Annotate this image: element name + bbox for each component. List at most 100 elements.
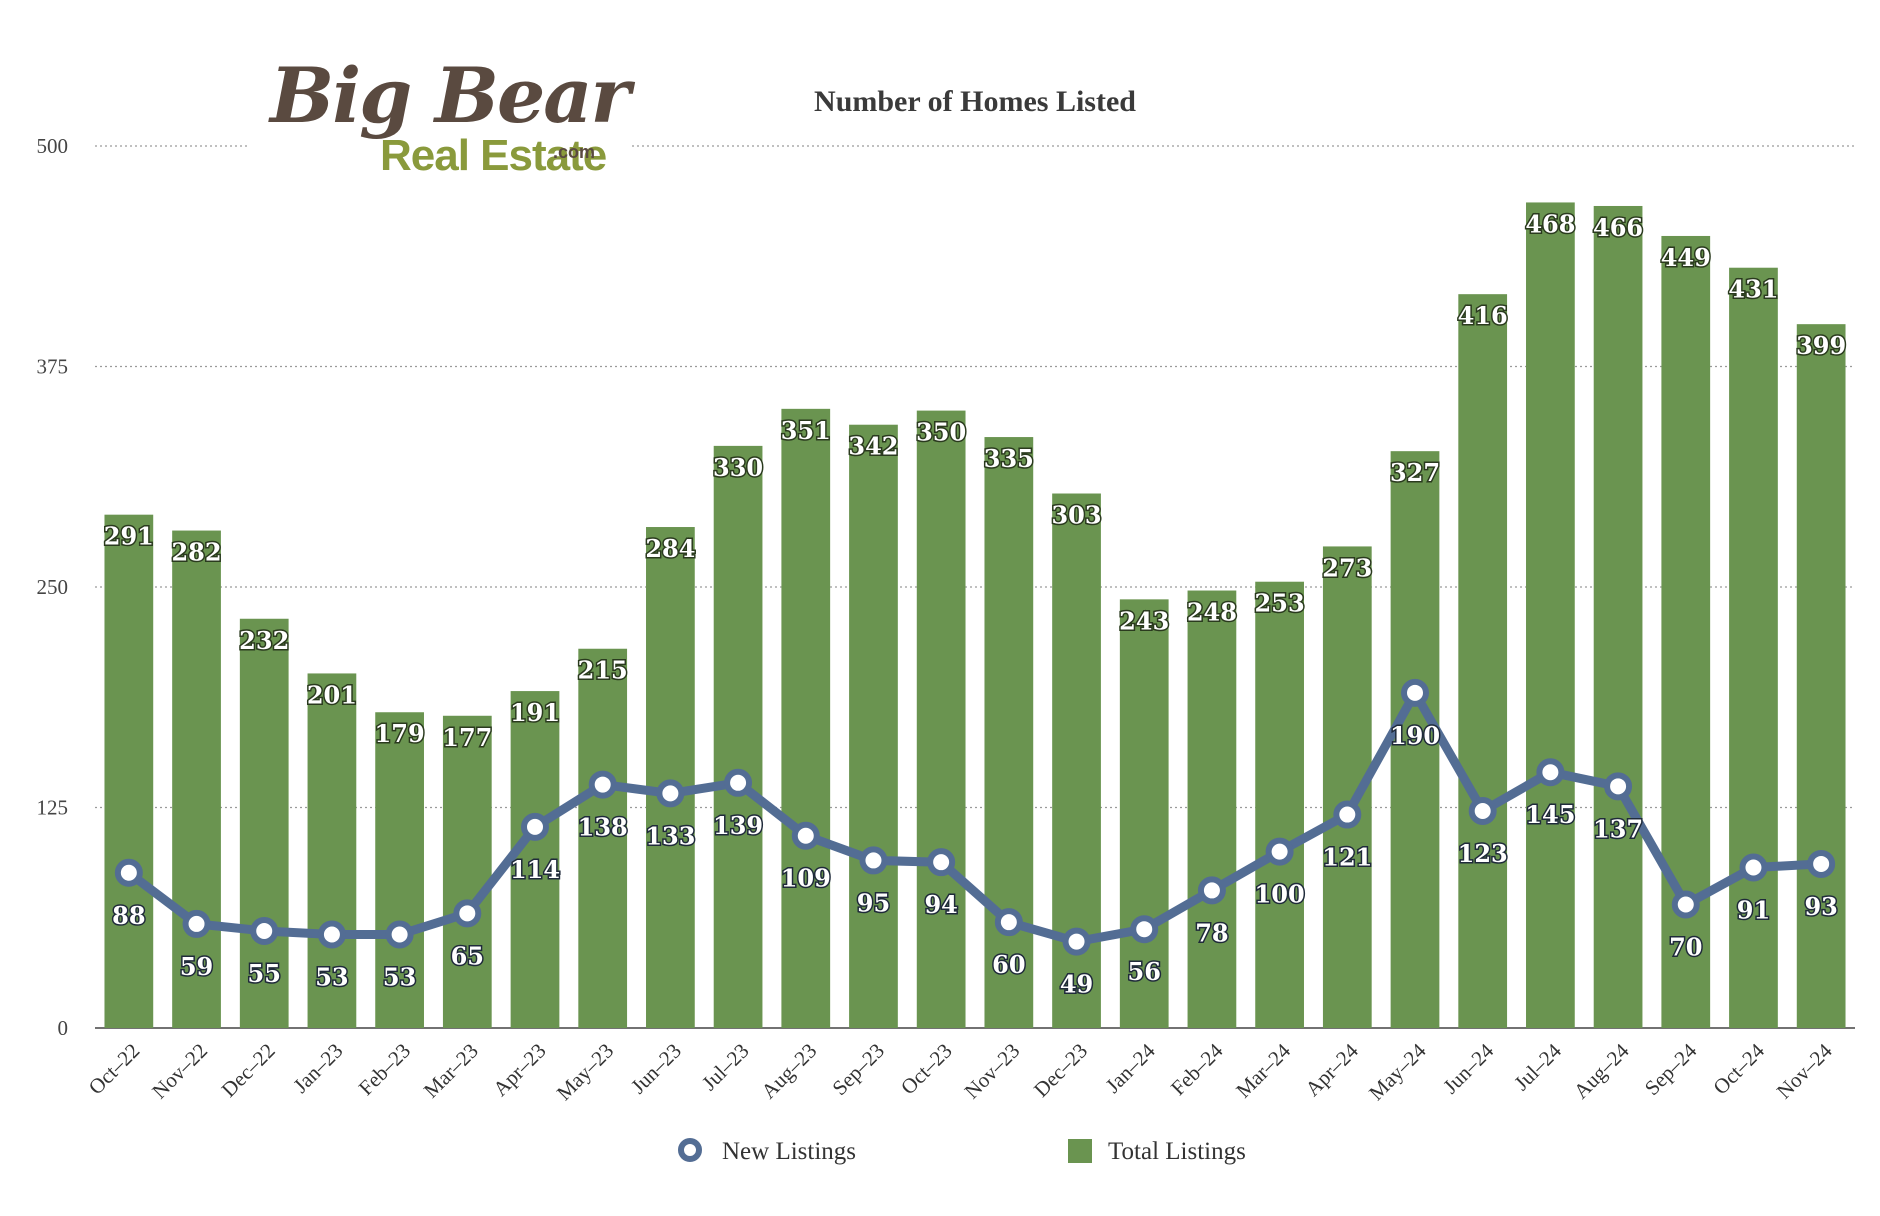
x-tick-label: Aug–23 xyxy=(756,1039,821,1104)
legend-total-listings-label: Total Listings xyxy=(1108,1138,1246,1165)
x-tick-label: Aug–24 xyxy=(1569,1038,1634,1103)
point-new-listings xyxy=(1468,797,1497,826)
bar-total-listings xyxy=(1796,324,1846,1028)
bar-value-label: 330 xyxy=(713,453,763,482)
point-value-label: 88 xyxy=(112,901,145,930)
x-tick-label: Nov–23 xyxy=(960,1039,1025,1104)
x-tick-label: Oct–23 xyxy=(896,1039,957,1100)
bar-total-listings xyxy=(713,445,763,1028)
bar-value-label: 253 xyxy=(1255,589,1305,618)
x-tick-label: Dec–22 xyxy=(217,1039,280,1102)
x-axis: Oct–22 Nov–22 Dec–22 Jan–23 Feb–23 Mar–23 Apr–… xyxy=(84,1038,1837,1105)
x-tick-label: Jun–24 xyxy=(1438,1038,1498,1098)
point-new-listings xyxy=(1671,890,1700,919)
bar-total-listings xyxy=(375,712,424,1028)
bar-total-listings xyxy=(1187,590,1237,1028)
company-logo: Big Bear Real Estate .com xyxy=(268,51,638,180)
point-new-listings xyxy=(453,899,482,928)
legend-new-listings-marker xyxy=(678,1138,702,1162)
point-value-label: 121 xyxy=(1322,843,1372,872)
x-tick-label: Jul–24 xyxy=(1509,1038,1566,1095)
bar-value-label: 248 xyxy=(1187,598,1237,627)
x-tick-label: Apr–24 xyxy=(1300,1038,1363,1101)
point-new-listings xyxy=(588,770,617,799)
bar-value-label: 291 xyxy=(104,522,154,551)
point-new-listings xyxy=(1130,915,1159,944)
logo-suffix: .com xyxy=(553,142,595,162)
bar-total-listings xyxy=(1526,202,1575,1028)
point-new-listings xyxy=(1536,758,1565,787)
point-value-label: 95 xyxy=(857,888,890,917)
bar-total-listings xyxy=(307,673,357,1028)
bar-total-listings xyxy=(578,648,628,1028)
chart-title: Number of Homes Listed xyxy=(814,85,1136,118)
point-new-listings xyxy=(859,846,888,875)
point-value-label: 93 xyxy=(1804,892,1837,921)
point-new-listings xyxy=(385,920,414,949)
bar-total-listings xyxy=(916,410,966,1029)
bar-value-label: 431 xyxy=(1728,275,1778,304)
bars xyxy=(104,202,1846,1029)
point-value-label: 49 xyxy=(1060,970,1093,999)
point-value-label: 145 xyxy=(1525,800,1575,829)
point-new-listings xyxy=(1604,772,1633,801)
point-value-label: 190 xyxy=(1390,721,1440,750)
x-tick-label: May–23 xyxy=(552,1039,618,1105)
bar-value-label: 350 xyxy=(916,418,966,447)
y-tick-label: 375 xyxy=(37,355,69,379)
point-value-label: 137 xyxy=(1593,814,1643,843)
bar-total-listings xyxy=(1458,294,1508,1028)
point-new-listings xyxy=(1265,837,1294,866)
bar-total-listings xyxy=(1729,267,1778,1028)
point-new-listings xyxy=(1197,876,1226,905)
point-new-listings xyxy=(1333,800,1362,829)
point-new-listings xyxy=(1807,849,1836,878)
point-value-label: 94 xyxy=(924,890,957,919)
y-axis: 0 125 250 375 500 xyxy=(37,134,69,1040)
x-tick-label: Feb–23 xyxy=(354,1039,416,1101)
point-new-listings xyxy=(1739,853,1768,882)
x-tick-label: Jun–23 xyxy=(626,1039,686,1099)
bar-value-label: 284 xyxy=(645,534,695,563)
bar-total-listings xyxy=(1255,581,1304,1028)
bar-value-label: 351 xyxy=(781,416,831,445)
x-tick-label: Feb–24 xyxy=(1166,1038,1228,1100)
line-series: 88 59 55 53 53 65 114 138 133 139 109 95 94 60 49 56 78 1… xyxy=(111,678,1839,1000)
bar-labels: 291 282 232 201 179 177 191 215 284 330 351 342 350 3… xyxy=(102,208,1847,753)
point-new-listings xyxy=(521,812,549,841)
bar-total-listings xyxy=(172,530,221,1028)
point-value-label: 56 xyxy=(1128,957,1161,986)
point-value-label: 109 xyxy=(781,864,831,893)
bar-value-label: 179 xyxy=(375,719,425,748)
x-tick-label: Oct–22 xyxy=(84,1039,145,1100)
bar-total-listings xyxy=(781,408,831,1028)
bar-total-listings xyxy=(849,424,898,1028)
point-value-label: 60 xyxy=(992,950,1025,979)
y-tick-label: 0 xyxy=(58,1016,69,1040)
bar-value-label: 232 xyxy=(239,626,289,655)
point-value-label: 91 xyxy=(1737,895,1770,924)
bar-value-label: 468 xyxy=(1525,209,1575,238)
bar-value-label: 342 xyxy=(848,432,898,461)
point-value-label: 78 xyxy=(1195,918,1228,947)
bar-total-listings xyxy=(510,691,560,1028)
x-tick-label: Apr–23 xyxy=(488,1039,550,1101)
point-new-listings xyxy=(994,908,1023,937)
point-new-listings xyxy=(114,858,143,887)
legend-total-listings-swatch xyxy=(1068,1139,1092,1163)
x-tick-label: Mar–24 xyxy=(1231,1038,1295,1102)
bar-total-listings xyxy=(1390,451,1440,1028)
bar-value-label: 273 xyxy=(1322,553,1372,582)
point-value-label: 59 xyxy=(180,952,213,981)
point-value-label: 123 xyxy=(1458,839,1508,868)
x-tick-label: Sep–24 xyxy=(1640,1038,1702,1100)
bar-value-label: 191 xyxy=(510,698,560,727)
point-new-listings xyxy=(250,916,279,945)
legend: New Listings Total Listings xyxy=(678,1138,1246,1165)
point-new-listings xyxy=(791,821,820,850)
bar-value-label: 399 xyxy=(1796,331,1846,360)
bar-total-listings xyxy=(442,715,492,1028)
bar-total-listings xyxy=(104,514,154,1028)
point-new-listings xyxy=(182,909,211,938)
